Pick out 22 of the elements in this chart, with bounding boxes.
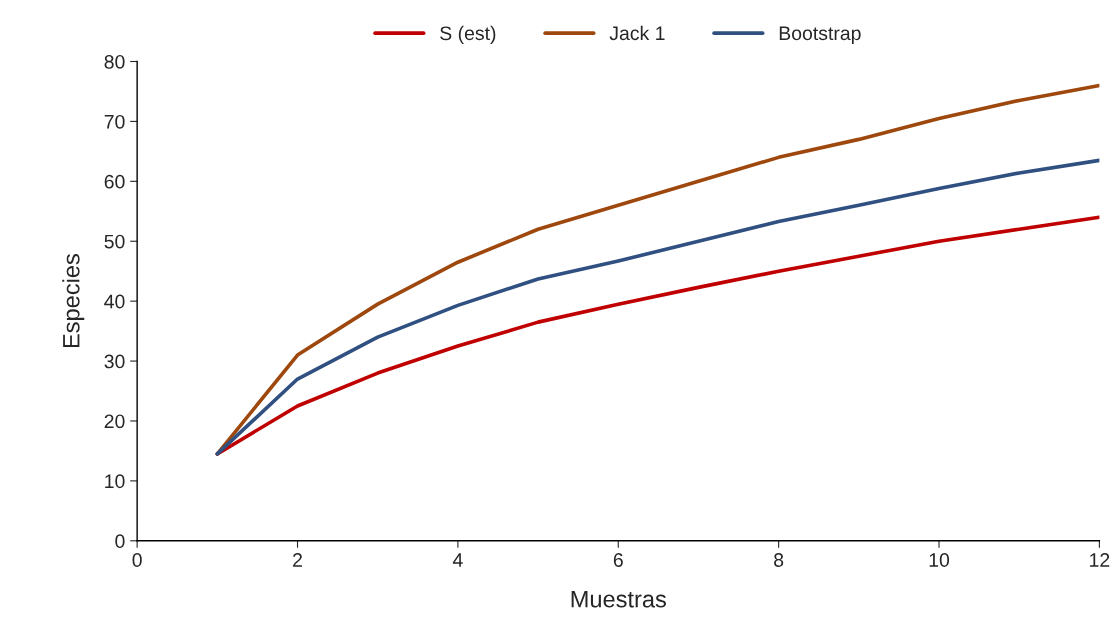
x-axis-title: Muestras	[571, 591, 666, 608]
x-tick-label: 6	[613, 553, 623, 567]
x-tick-label: 10	[929, 553, 950, 567]
x-tick-label: 2	[293, 553, 302, 567]
y-tick-label: 10	[105, 474, 125, 489]
y-tick-label: 30	[104, 354, 125, 369]
y-tick-label: 80	[104, 54, 125, 69]
x-tick-label: 12	[1090, 553, 1110, 567]
x-tick-label: 8	[774, 553, 784, 567]
y-tick-label: 50	[104, 234, 125, 249]
y-tick-label: 0	[115, 534, 125, 549]
line-series	[215, 158, 1100, 456]
y-tick-label: 40	[104, 294, 125, 309]
y-tick-label: 70	[104, 114, 125, 129]
y-axis-title: Especies	[62, 254, 85, 348]
legend-label: Bootstrap	[779, 26, 861, 44]
y-tick-label: 60	[104, 174, 125, 189]
legend-label: S (est)	[440, 25, 496, 44]
x-tick-label: 4	[452, 553, 463, 567]
legend-label: Jack 1	[609, 25, 665, 41]
y-tick-label: 20	[104, 414, 125, 429]
x-tick-label: 0	[132, 553, 142, 567]
